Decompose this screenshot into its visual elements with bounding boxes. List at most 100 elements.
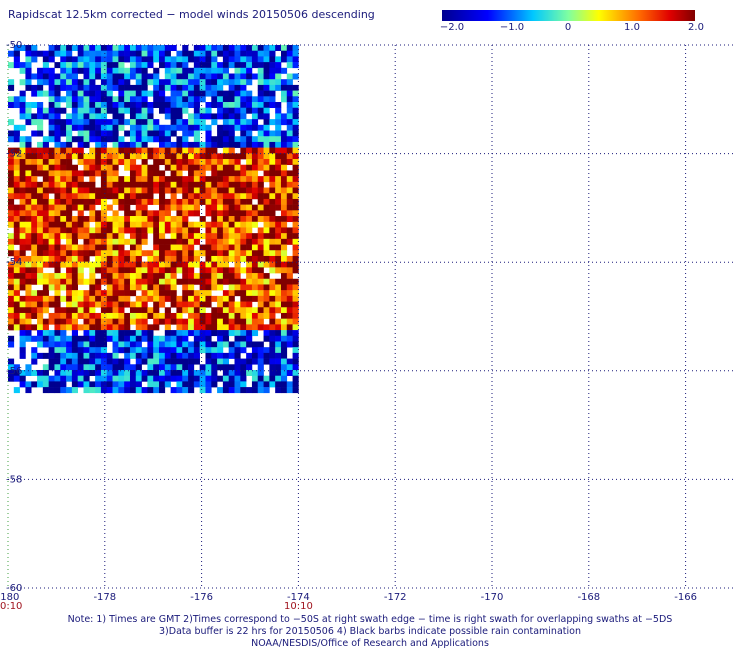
heatmap-cell <box>240 290 247 297</box>
heatmap-cell <box>48 176 55 183</box>
heatmap-cell <box>124 45 131 51</box>
heatmap-cell <box>77 159 84 166</box>
heatmap-cell <box>228 79 235 86</box>
heatmap-cell <box>286 176 293 183</box>
heatmap-cell <box>257 295 264 302</box>
heatmap-cell <box>263 102 270 109</box>
heatmap-cell <box>135 335 142 342</box>
heatmap-cell <box>89 147 96 154</box>
x-tick-label: -176 <box>190 592 213 603</box>
heatmap-cell <box>135 307 142 314</box>
heatmap-cell <box>269 210 276 217</box>
heatmap-cell <box>199 198 206 205</box>
heatmap-cell <box>129 347 137 354</box>
heatmap-cell <box>60 227 67 234</box>
heatmap-cell <box>240 107 247 114</box>
heatmap-cell <box>211 364 218 371</box>
heatmap-cell <box>159 84 166 91</box>
heatmap-cell <box>269 290 276 297</box>
heatmap-cell <box>170 278 177 285</box>
heatmap-cell <box>141 227 148 234</box>
heatmap-cell <box>240 181 247 188</box>
heatmap-cell <box>246 204 253 211</box>
colorbar-label-pos1: 1.0 <box>624 22 640 33</box>
heatmap-cell <box>182 352 189 359</box>
heatmap-cell <box>246 324 253 331</box>
heatmap-cell <box>211 170 218 177</box>
heatmap-cell <box>234 312 241 319</box>
heatmap-cell <box>269 295 276 302</box>
heatmap-cell <box>112 250 119 257</box>
heatmap-cell <box>71 90 78 97</box>
heatmap-cell <box>228 278 235 285</box>
heatmap-cell <box>222 318 230 325</box>
heatmap-cell <box>141 56 148 63</box>
heatmap-cell <box>118 261 125 268</box>
heatmap-cell <box>211 250 218 257</box>
heatmap-cell <box>176 67 183 74</box>
heatmap-cell <box>182 381 189 388</box>
heatmap-cell <box>257 358 264 365</box>
heatmap-cell <box>124 295 131 302</box>
heatmap-cell <box>48 387 55 394</box>
heatmap-cell <box>234 73 241 80</box>
heatmap-cell <box>54 369 61 376</box>
heatmap-cell <box>71 347 78 354</box>
heatmap-cell <box>292 238 299 245</box>
heatmap-cell <box>188 330 195 337</box>
heatmap-cell <box>135 181 142 188</box>
heatmap-cell <box>129 284 137 291</box>
heatmap-cell <box>170 187 177 194</box>
heatmap-cell <box>77 84 84 91</box>
heatmap-cell <box>141 284 148 291</box>
heatmap-cell <box>159 369 166 376</box>
heatmap-cell <box>48 364 55 371</box>
heatmap-cell <box>211 141 218 148</box>
heatmap-cell <box>48 90 55 97</box>
heatmap-cell <box>240 341 247 348</box>
heatmap-cell <box>147 136 154 143</box>
heatmap-cell <box>217 153 224 160</box>
heatmap-cell <box>217 278 224 285</box>
heatmap-cell <box>280 141 288 148</box>
heatmap-cell <box>234 136 241 143</box>
heatmap-cell <box>13 255 20 262</box>
heatmap-cell <box>89 369 96 376</box>
heatmap-cell <box>25 56 32 63</box>
heatmap-cell <box>31 130 38 137</box>
heatmap-cell <box>153 227 160 234</box>
heatmap-cell <box>228 96 235 103</box>
heatmap-cell <box>77 273 84 280</box>
heatmap-cell <box>141 221 148 228</box>
heatmap-cell <box>100 381 108 388</box>
heatmap-cell <box>234 250 241 257</box>
heatmap-cell <box>106 107 113 114</box>
heatmap-cell <box>25 62 32 69</box>
heatmap-cell <box>193 324 200 331</box>
heatmap-cell <box>240 62 247 69</box>
heatmap-cell <box>54 335 61 342</box>
heatmap-cell <box>54 387 61 394</box>
heatmap-cell <box>280 130 288 137</box>
heatmap-cell <box>124 50 131 57</box>
heatmap-cell <box>147 210 154 217</box>
heatmap-cell <box>228 159 235 166</box>
heatmap-cell <box>31 56 38 63</box>
heatmap-cell <box>83 56 90 63</box>
heatmap-cell <box>222 170 230 177</box>
heatmap-cell <box>8 204 15 211</box>
heatmap-cell <box>13 130 20 137</box>
heatmap-cell <box>286 141 293 148</box>
heatmap-cell <box>251 341 259 348</box>
heatmap-cell <box>19 295 26 302</box>
y-tick-labels: -50-52-54-56-58-60 <box>6 40 22 594</box>
heatmap-cell <box>182 369 189 376</box>
heatmap-cell <box>118 358 125 365</box>
heatmap-cell <box>8 261 15 268</box>
heatmap-cell <box>100 238 108 245</box>
heatmap-cell <box>170 301 177 308</box>
heatmap-cell <box>66 79 73 86</box>
heatmap-cell <box>176 124 183 131</box>
heatmap-cell <box>89 102 96 109</box>
heatmap-cell <box>286 198 293 205</box>
